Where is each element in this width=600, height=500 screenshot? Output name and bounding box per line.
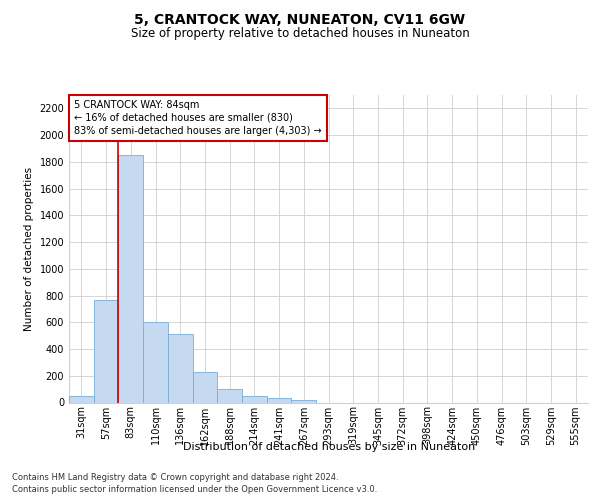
Y-axis label: Number of detached properties: Number of detached properties bbox=[24, 166, 34, 331]
Bar bbox=[267, 398, 292, 402]
Bar bbox=[193, 372, 217, 402]
Text: Contains public sector information licensed under the Open Government Licence v3: Contains public sector information licen… bbox=[12, 485, 377, 494]
Text: 5, CRANTOCK WAY, NUNEATON, CV11 6GW: 5, CRANTOCK WAY, NUNEATON, CV11 6GW bbox=[134, 12, 466, 26]
Text: 5 CRANTOCK WAY: 84sqm
← 16% of detached houses are smaller (830)
83% of semi-det: 5 CRANTOCK WAY: 84sqm ← 16% of detached … bbox=[74, 100, 322, 136]
Bar bbox=[143, 322, 168, 402]
Text: Distribution of detached houses by size in Nuneaton: Distribution of detached houses by size … bbox=[182, 442, 475, 452]
Text: Size of property relative to detached houses in Nuneaton: Size of property relative to detached ho… bbox=[131, 28, 469, 40]
Bar bbox=[69, 396, 94, 402]
Text: Contains HM Land Registry data © Crown copyright and database right 2024.: Contains HM Land Registry data © Crown c… bbox=[12, 472, 338, 482]
Bar bbox=[217, 389, 242, 402]
Bar bbox=[242, 396, 267, 402]
Bar bbox=[118, 155, 143, 402]
Bar bbox=[292, 400, 316, 402]
Bar bbox=[94, 300, 118, 403]
Bar bbox=[168, 334, 193, 402]
